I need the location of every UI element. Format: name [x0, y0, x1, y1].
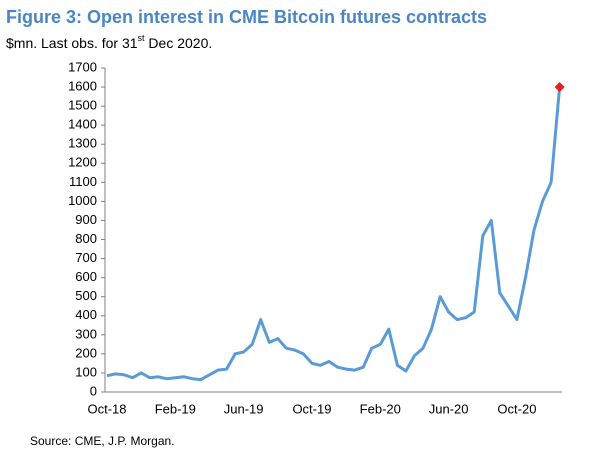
y-tick-label: 600: [75, 269, 97, 284]
source-note: Source: CME, J.P. Morgan.: [30, 434, 175, 448]
subtitle-end: Dec 2020.: [145, 35, 213, 51]
x-tick-label: Oct-18: [87, 401, 126, 416]
x-tick-label: Oct-19: [292, 401, 331, 416]
x-tick-label: Feb-20: [360, 401, 401, 416]
last-obs-marker: [554, 82, 565, 93]
chart-title: Figure 3: Open interest in CME Bitcoin f…: [6, 7, 487, 27]
y-tick-label: 300: [75, 326, 97, 341]
x-tick-label: Jun-19: [224, 401, 264, 416]
y-tick-label: 900: [75, 212, 97, 227]
y-tick-label: 700: [75, 250, 97, 265]
y-tick-label: 100: [75, 364, 97, 379]
x-tick-label: Oct-20: [497, 401, 536, 416]
y-tick-label: 400: [75, 307, 97, 322]
y-tick-label: 1000: [68, 193, 97, 208]
y-tick-label: 0: [90, 383, 97, 398]
line-series: [106, 86, 562, 382]
y-tick-label: 200: [75, 345, 97, 360]
y-tick-label: 1300: [68, 136, 97, 151]
x-tick-label: Jun-20: [429, 401, 469, 416]
subtitle-text: $mn. Last obs. for 31: [6, 35, 138, 51]
y-tick-label: 1600: [68, 78, 97, 93]
y-tick-label: 1400: [68, 117, 97, 132]
y-tick-label: 800: [75, 231, 97, 246]
y-tick-label: 1500: [68, 98, 97, 113]
y-tick-label: 500: [75, 288, 97, 303]
y-tick-label: 1200: [68, 155, 97, 170]
y-tick-label: 1700: [68, 59, 97, 74]
subtitle-sup: st: [138, 33, 146, 43]
y-tick-label: 1100: [69, 174, 97, 189]
chart-subtitle: $mn. Last obs. for 31st Dec 2020.: [6, 33, 212, 50]
x-tick-label: Feb-19: [155, 401, 196, 416]
